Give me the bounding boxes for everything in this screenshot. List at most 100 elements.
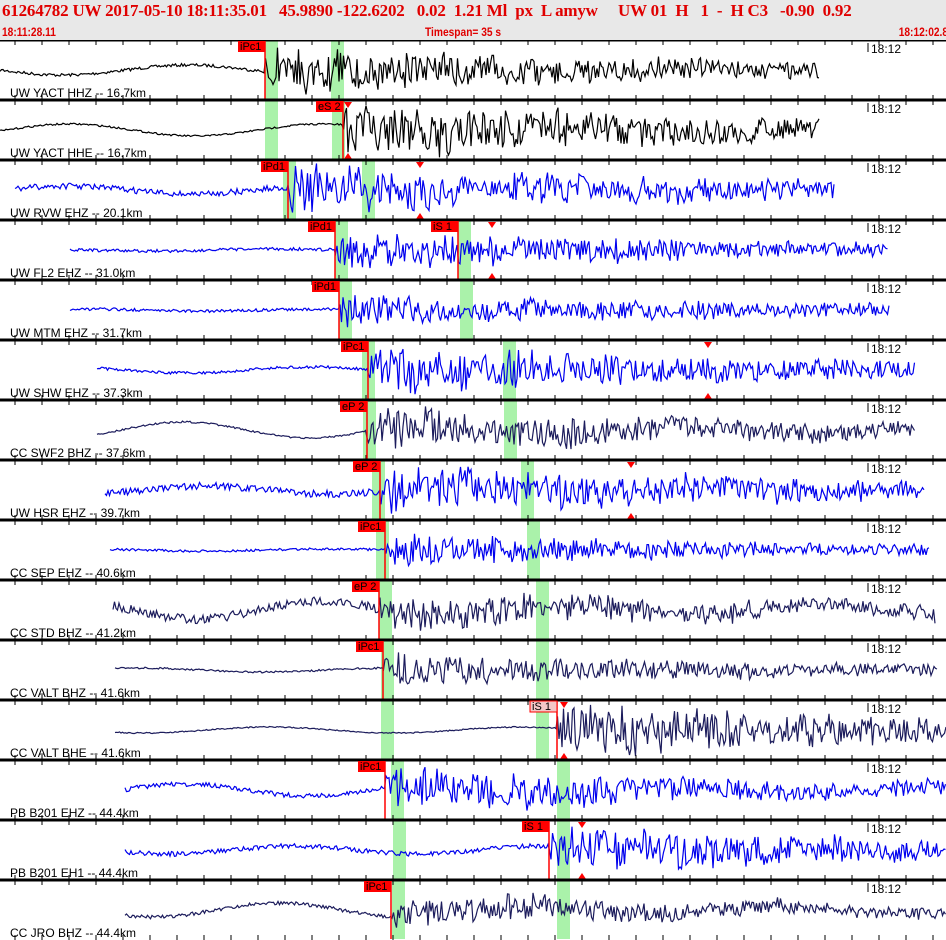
pick-flag[interactable] [312,281,339,292]
pick-label: iPc1 [366,881,387,893]
amplitude-marker-top [704,342,712,348]
pick-flag[interactable] [308,221,335,232]
channel-row[interactable]: 18:12 CC SEP EHZ -- 40.6km iPc1 [0,518,946,580]
end-time: 18:12:02.86 [898,25,946,39]
channel-row[interactable]: 18:12 UW YACT HHZ -- 16.7km iPc1 [0,40,946,100]
seismogram-panel[interactable]: 18:12 UW YACT HHZ -- 16.7km iPc1 18:12 UW YA… [0,40,946,940]
channel-row[interactable]: 18:12 CC JRO BHZ -- 44.4km iPc1 [0,878,946,940]
pick-flag[interactable] [316,101,343,112]
channel-label: UW HSR EHZ -- 39.7km [10,506,140,520]
minute-label: 18:12 [871,102,901,116]
waveform-trace [124,892,946,928]
pick-flag[interactable] [238,41,265,52]
pick-flag[interactable] [364,881,391,892]
amplitude-marker-bottom [627,513,635,519]
pick-window [332,101,345,159]
amplitude-marker-bottom [344,153,352,159]
channel-label: UW FL2 EHZ -- 31.0km [10,266,135,280]
pick-window [393,821,406,879]
event-header: 61264782 UW 2017-05-10 18:11:35.01 45.98… [0,0,946,40]
pick-label: iPc1 [343,341,364,353]
pick-flag[interactable] [261,161,288,172]
pick-flag[interactable] [341,341,368,352]
pick-flag[interactable] [340,401,367,412]
channel-row[interactable]: 18:12 CC STD BHZ -- 41.2km eP 2 [0,578,946,640]
waveform-trace [0,105,820,158]
channel-row[interactable]: 18:12 PB B201 EH1 -- 44.4km iS 1 [0,818,946,880]
pick-window [536,641,549,699]
pick-flag[interactable] [358,761,385,772]
amplitude-marker-bottom [416,213,424,219]
pick-label: eP 2 [342,401,364,413]
channel-label: UW YACT HHE -- 16.7km [10,146,147,160]
pick-window [372,461,385,519]
amplitude-marker-top [488,222,496,228]
waveform-trace [124,826,946,871]
waveform-trace [114,704,946,757]
pick-label: eP 2 [354,581,376,593]
pick-flag[interactable] [522,821,549,832]
pick-label: iPd1 [314,281,336,293]
pick-window [265,41,278,99]
minute-label: 18:12 [871,402,901,416]
amplitude-marker-bottom [488,273,496,279]
minute-label: 18:12 [871,522,901,536]
pick-flag[interactable] [356,641,383,652]
channel-row[interactable]: 18:12 PB B201 EHZ -- 44.4km iPc1 [0,758,946,820]
amplitude-marker-top [416,162,424,168]
event-summary: 61264782 UW 2017-05-10 18:11:35.01 45.98… [2,1,852,20]
minute-label: 18:12 [871,882,901,896]
channel-row[interactable]: 18:12 UW FL2 EHZ -- 31.0km iPd1 iS 1 [0,218,946,280]
channel-row[interactable]: 18:12 UW YACT HHE -- 16.7km eS 2 [0,98,946,160]
channel-label: CC SWF2 BHZ -- 37.6km [10,446,145,460]
waveform-trace [104,466,925,514]
minute-label: 18:12 [871,642,901,656]
channel-label: CC VALT BHZ -- 41.6km [10,686,140,700]
channel-row[interactable]: 18:12 CC VALT BHZ -- 41.6km iPc1 [0,638,946,700]
pick-label: iPc1 [360,521,381,533]
channel-row[interactable]: 18:12 UW MTM EHZ -- 31.7km iPd1 [0,278,946,340]
waveform-trace [69,233,888,269]
pick-flag[interactable] [529,700,558,713]
channel-row[interactable]: 18:12 UW SHW EHZ -- 37.3km iPc1 [0,338,946,400]
minute-label: 18:12 [871,282,901,296]
minute-label: 18:12 [871,582,901,596]
pick-label: iPc1 [240,41,261,53]
pick-window [536,701,549,759]
pick-label: eP 2 [355,461,377,473]
channel-label: UW SHW EHZ -- 37.3km [10,386,143,400]
pick-flag[interactable] [352,581,379,592]
minute-label: 18:12 [871,702,901,716]
pick-window [381,701,394,759]
channel-label: PB B201 EH1 -- 44.4km [10,866,138,880]
pick-label: eS 2 [318,101,341,113]
channel-row[interactable]: 18:12 UW HSR EHZ -- 39.7km eP 2 [0,458,946,520]
channel-label: CC JRO BHZ -- 44.4km [10,926,136,940]
channel-label: CC STD BHZ -- 41.2km [10,626,136,640]
pick-label: iPd1 [310,221,332,233]
timespan: Timespan= 35 s [425,25,502,39]
pick-window [458,221,471,279]
pick-window [536,581,549,639]
waveform-trace [109,533,930,568]
pick-flag[interactable] [358,521,385,532]
pick-label: iPc1 [358,641,379,653]
pick-window [557,761,570,819]
pick-window [460,281,473,339]
pick-window [362,161,375,219]
pick-flag[interactable] [353,461,380,472]
pick-window [379,581,392,639]
start-time: 18:11:28.11 [2,25,56,39]
channel-row[interactable]: 18:12 CC SWF2 BHZ -- 37.6km eP 2 [0,398,946,460]
channel-row[interactable]: 18:12 UW RVW EHZ -- 20.1km iPd1 [0,158,946,220]
pick-flag[interactable] [431,221,458,232]
waveform-trace [124,767,946,811]
channel-row[interactable]: 18:12 CC VALT BHE -- 41.6km iS 1 [0,698,946,760]
amplitude-marker-top [560,702,568,708]
pick-label: iS 1 [433,221,452,233]
amplitude-marker-top [627,462,635,468]
waveform-trace [112,592,936,631]
pick-window [381,641,394,699]
channel-label: UW RVW EHZ -- 20.1km [10,206,142,220]
pick-window [265,101,278,159]
